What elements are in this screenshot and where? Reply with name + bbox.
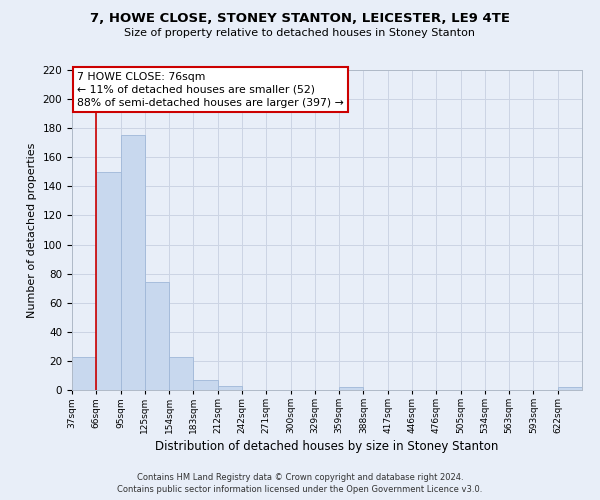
Bar <box>193 380 218 390</box>
Bar <box>218 386 242 390</box>
Bar <box>72 356 96 390</box>
Y-axis label: Number of detached properties: Number of detached properties <box>27 142 37 318</box>
X-axis label: Distribution of detached houses by size in Stoney Stanton: Distribution of detached houses by size … <box>155 440 499 454</box>
Text: 7, HOWE CLOSE, STONEY STANTON, LEICESTER, LE9 4TE: 7, HOWE CLOSE, STONEY STANTON, LEICESTER… <box>90 12 510 26</box>
Bar <box>121 136 145 390</box>
Text: 7 HOWE CLOSE: 76sqm
← 11% of detached houses are smaller (52)
88% of semi-detach: 7 HOWE CLOSE: 76sqm ← 11% of detached ho… <box>77 72 344 108</box>
Bar <box>558 387 582 390</box>
Bar <box>169 356 193 390</box>
Text: Size of property relative to detached houses in Stoney Stanton: Size of property relative to detached ho… <box>125 28 476 38</box>
Text: Contains HM Land Registry data © Crown copyright and database right 2024.
Contai: Contains HM Land Registry data © Crown c… <box>118 472 482 494</box>
Bar <box>96 172 121 390</box>
Bar <box>339 387 364 390</box>
Bar <box>145 282 169 390</box>
